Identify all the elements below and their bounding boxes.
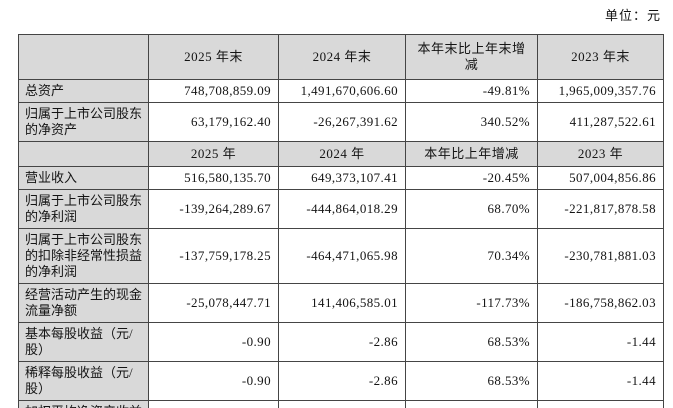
header-cell-2025-year-end: 2025 年末 xyxy=(148,34,279,80)
row-label: 基本每股收益（元/股） xyxy=(18,322,149,362)
row-label: 归属于上市公司股东的净利润 xyxy=(18,189,149,229)
financial-indicators-table: 2025 年末 2024 年末 本年末比上年末增减 2023 年末 总资产 74… xyxy=(18,34,664,408)
year-end-header-row: 2025 年末 2024 年末 本年末比上年末增减 2023 年末 xyxy=(18,34,664,80)
row-net-profit-attributable: 归属于上市公司股东的净利润 -139,264,289.67 -444,864,0… xyxy=(18,189,664,229)
value-2023: -221,817,878.58 xyxy=(537,189,664,229)
header-cell-2025: 2025 年 xyxy=(148,141,279,167)
value-2024: 141,406,585.01 xyxy=(278,283,406,323)
value-2025: 516,580,135.70 xyxy=(148,166,279,190)
header-cell-yoy-change: 本年比上年增减 xyxy=(405,141,538,167)
value-2023: -45.12% xyxy=(537,400,664,408)
value-2025: -139,264,289.67 xyxy=(148,189,279,229)
row-label: 归属于上市公司股东的扣除非经常性损益的净利润 xyxy=(18,228,149,284)
value-2024: -464,471,065.98 xyxy=(278,228,406,284)
change-percent: 68.53% xyxy=(405,322,538,362)
header-cell-2024-year-end: 2024 年末 xyxy=(278,34,406,80)
row-net-assets-attributable: 归属于上市公司股东的净资产 63,179,162.40 -26,267,391.… xyxy=(18,102,664,142)
value-2023: 1,965,009,357.76 xyxy=(537,79,664,103)
header-cell-yoy-year-end-change: 本年末比上年末增减 xyxy=(405,34,538,80)
value-2024: 1,491,670,606.60 xyxy=(278,79,406,103)
value-2023: -1.44 xyxy=(537,361,664,401)
row-operating-cash-flow: 经营活动产生的现金流量净额 -25,078,447.71 141,406,585… xyxy=(18,283,664,323)
row-operating-revenue: 营业收入 516,580,135.70 649,373,107.41 -20.4… xyxy=(18,166,664,190)
annual-header-row: 2025 年 2024 年 本年比上年增减 2023 年 xyxy=(18,141,664,167)
value-2025: 63,179,162.40 xyxy=(148,102,279,142)
unit-label: 单位：元 xyxy=(604,8,661,23)
change-percent: 68.53% xyxy=(405,361,538,401)
row-weighted-average-roe: 加权平均净资产收益率 170.46% -231.09% 401.55% -45.… xyxy=(18,400,664,408)
header-cell-2023: 2023 年 xyxy=(537,141,664,167)
value-2024: -231.09% xyxy=(278,400,406,408)
value-2025: -25,078,447.71 xyxy=(148,283,279,323)
row-basic-eps: 基本每股收益（元/股） -0.90 -2.86 68.53% -1.44 xyxy=(18,322,664,362)
row-label: 总资产 xyxy=(18,79,149,103)
row-total-assets: 总资产 748,708,859.09 1,491,670,606.60 -49.… xyxy=(18,79,664,103)
change-percent: -49.81% xyxy=(405,79,538,103)
value-2025: -0.90 xyxy=(148,361,279,401)
value-2024: 649,373,107.41 xyxy=(278,166,406,190)
row-diluted-eps: 稀释每股收益（元/股） -0.90 -2.86 68.53% -1.44 xyxy=(18,361,664,401)
row-net-profit-deducting-non-recurring: 归属于上市公司股东的扣除非经常性损益的净利润 -137,759,178.25 -… xyxy=(18,228,664,284)
row-label: 经营活动产生的现金流量净额 xyxy=(18,283,149,323)
value-2023: 411,287,522.61 xyxy=(537,102,664,142)
change-percent: 340.52% xyxy=(405,102,538,142)
header-cell-2024: 2024 年 xyxy=(278,141,406,167)
row-label: 加权平均净资产收益率 xyxy=(18,400,149,408)
change-percent: 68.70% xyxy=(405,189,538,229)
value-2025: -0.90 xyxy=(148,322,279,362)
value-2025: -137,759,178.25 xyxy=(148,228,279,284)
value-2025: 170.46% xyxy=(148,400,279,408)
value-2024: -444,864,018.29 xyxy=(278,189,406,229)
header-blank-cell xyxy=(18,34,149,80)
value-2023: 507,004,856.86 xyxy=(537,166,664,190)
value-2024: -26,267,391.62 xyxy=(278,102,406,142)
row-label: 归属于上市公司股东的净资产 xyxy=(18,102,149,142)
header-blank-cell xyxy=(18,141,149,167)
row-label: 稀释每股收益（元/股） xyxy=(18,361,149,401)
value-2025: 748,708,859.09 xyxy=(148,79,279,103)
change-percent: 70.34% xyxy=(405,228,538,284)
change-percent: -117.73% xyxy=(405,283,538,323)
value-2023: -230,781,881.03 xyxy=(537,228,664,284)
change-percent: 401.55% xyxy=(405,400,538,408)
row-label: 营业收入 xyxy=(18,166,149,190)
value-2024: -2.86 xyxy=(278,322,406,362)
value-2024: -2.86 xyxy=(278,361,406,401)
value-2023: -1.44 xyxy=(537,322,664,362)
change-percent: -20.45% xyxy=(405,166,538,190)
value-2023: -186,758,862.03 xyxy=(537,283,664,323)
header-cell-2023-year-end: 2023 年末 xyxy=(537,34,664,80)
